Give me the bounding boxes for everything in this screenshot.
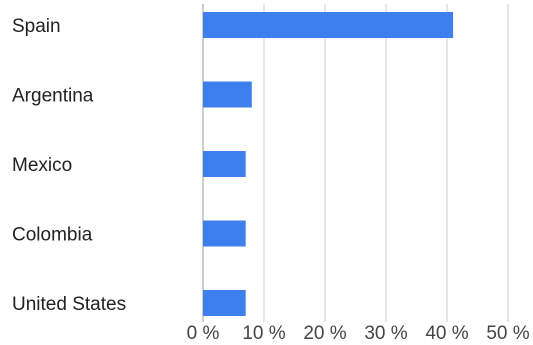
- x-tick-label: 30 %: [364, 323, 407, 344]
- category-label: Spain: [12, 16, 61, 37]
- x-tick-label: 10 %: [242, 323, 285, 344]
- bar-mexico: [203, 151, 246, 177]
- bar-colombia: [203, 220, 246, 247]
- category-labels: Spain Argentina Mexico Colombia United State…: [12, 16, 126, 315]
- grid-lines: [202, 4, 509, 322]
- bar-argentina: [203, 81, 252, 108]
- category-label: Colombia: [12, 225, 93, 246]
- x-tick-label: 50 %: [486, 323, 529, 344]
- bar-spain: [203, 12, 454, 38]
- category-label: Mexico: [12, 155, 72, 176]
- category-label: United States: [12, 294, 126, 315]
- bars: [203, 12, 454, 316]
- x-tick-label: 40 %: [425, 323, 468, 344]
- x-axis-tick-labels: 0 % 10 % 20 % 30 % 40 % 50 %: [187, 323, 530, 344]
- category-label: Argentina: [12, 86, 94, 107]
- x-tick-label: 0 %: [187, 323, 220, 344]
- bar-united-states: [203, 290, 246, 316]
- x-tick-label: 20 %: [303, 323, 346, 344]
